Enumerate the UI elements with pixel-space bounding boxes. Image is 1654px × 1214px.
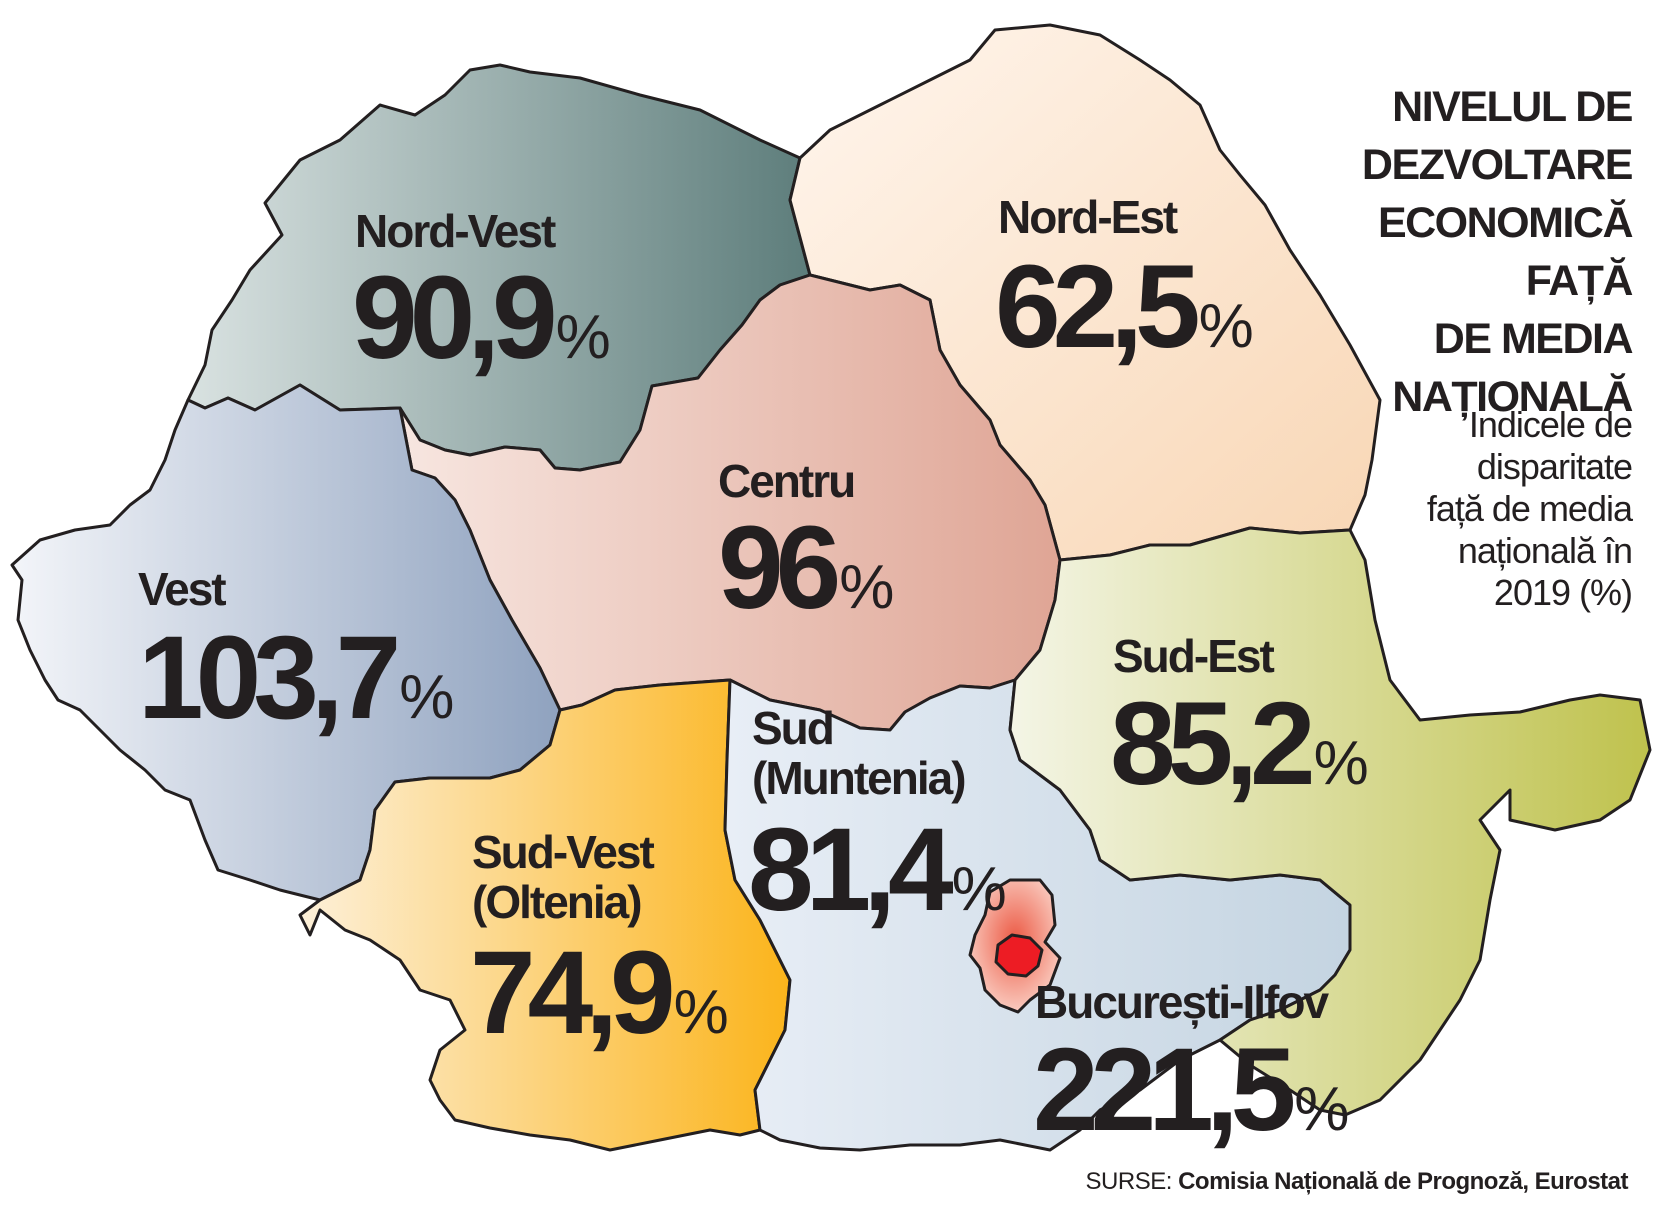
region-sud-est — [1008, 526, 1652, 1117]
percent-sign: % — [952, 855, 1005, 924]
region-name-nord-vest: Nord-Vest — [355, 205, 556, 257]
region-name-sud-vest-oltenia: (Oltenia) — [472, 876, 641, 928]
map-subtitle: Indicele de disparitate față de media na… — [1332, 404, 1633, 614]
region-name-bucuresti-ilfov: București-Ilfov — [1035, 976, 1329, 1029]
percent-sign: % — [1294, 1075, 1347, 1144]
subtitle-line: disparitate — [1476, 446, 1633, 487]
region-name-sud-est: Sud-Est — [1113, 630, 1274, 682]
source-label: SURSE: — [1085, 1168, 1173, 1195]
map-title: NIVELUL DE DEZVOLTARE ECONOMICĂ FAȚĂ DE … — [1272, 78, 1634, 426]
subtitle-line: 2019 (%) — [1493, 572, 1633, 613]
region-name-nord-est: Nord-Est — [998, 191, 1178, 243]
title-line: NAȚIONALĂ — [1392, 373, 1633, 421]
subtitle-line: față de media — [1426, 488, 1633, 529]
region-name-sud-vest-oltenia: Sud-Vest — [472, 826, 655, 878]
region-name-sud-muntenia: Sud — [752, 702, 833, 754]
percent-sign: % — [556, 303, 609, 372]
subtitle-line: națională în — [1457, 530, 1633, 571]
region-name-vest: Vest — [138, 563, 226, 615]
title-line: ECONOMICĂ FAȚĂ — [1377, 199, 1634, 305]
title-line: DE MEDIA — [1433, 315, 1634, 363]
region-bucuresti — [994, 933, 1044, 978]
subtitle-line: Indicele de — [1468, 404, 1633, 445]
title-line: NIVELUL DE — [1392, 83, 1633, 131]
percent-sign: % — [1199, 292, 1252, 361]
region-name-sud-muntenia: (Muntenia) — [752, 752, 965, 804]
percent-sign: % — [674, 978, 727, 1047]
source-text: Comisia Națională de Prognoză, Eurostat — [1178, 1168, 1628, 1195]
percent-sign: % — [399, 663, 452, 732]
title-line: DEZVOLTARE — [1361, 141, 1634, 189]
source-note: SURSE: Comisia Națională de Prognoză, Eu… — [1085, 1168, 1629, 1196]
percent-sign: % — [839, 553, 892, 622]
region-vest — [10, 383, 562, 902]
region-name-centru: Centru — [718, 455, 854, 507]
percent-sign: % — [1314, 729, 1367, 798]
region-value-sud-est: 85,2% — [1110, 678, 1367, 810]
